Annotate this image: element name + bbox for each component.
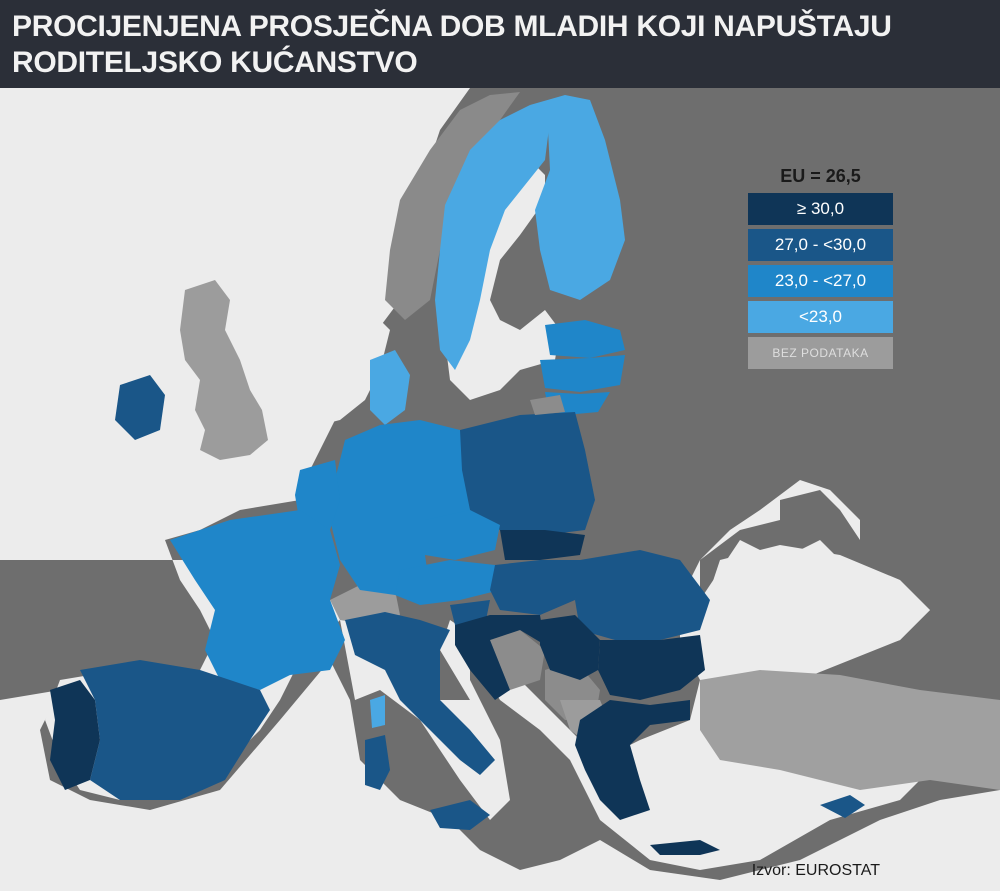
country-corsica [370, 695, 385, 728]
country-sicily [430, 800, 490, 830]
country-poland [460, 412, 595, 535]
country-greece [575, 700, 690, 820]
sea-north [240, 290, 390, 430]
country-serbia [540, 615, 600, 680]
country-cyprus [820, 795, 865, 818]
country-netherlands-belgium [295, 460, 340, 530]
sea-baltic [445, 160, 560, 400]
country-latvia [540, 355, 625, 392]
country-crete [650, 840, 720, 855]
country-czechia [425, 510, 500, 560]
map-title-line-1: PROCIJENJENA PROSJEČNA DOB MLADIH KOJI N… [12, 10, 892, 43]
legend-item-23-27: 23,0 - <27,0 [748, 265, 893, 297]
sea-black [710, 545, 930, 665]
country-slovakia [500, 530, 585, 560]
legend: EU = 26,5 ≥ 30,0 27,0 - <30,0 23,0 - <27… [748, 163, 893, 373]
country-sweden [435, 105, 550, 370]
legend-item-30-plus: ≥ 30,0 [748, 193, 893, 225]
country-france [170, 510, 345, 690]
country-denmark [370, 350, 410, 425]
country-estonia [545, 320, 625, 358]
country-italy [345, 612, 495, 775]
country-romania [575, 550, 710, 640]
legend-item-27-30: 27,0 - <30,0 [748, 229, 893, 261]
country-bulgaria [598, 635, 705, 700]
legend-item-no-data: BEZ PODATAKA [748, 337, 893, 369]
country-hungary [490, 560, 585, 615]
country-austria [395, 560, 500, 605]
country-sardinia [365, 735, 390, 790]
country-portugal [50, 680, 100, 790]
source-credit: Izvor: EUROSTAT [751, 862, 880, 879]
country-kaliningrad [530, 395, 565, 415]
country-finland [530, 95, 625, 300]
legend-title: EU = 26,5 [780, 166, 861, 186]
map-title-line-2: RODITELJSKO KUĆANSTVO [12, 46, 418, 79]
country-croatia [455, 615, 545, 700]
legend-item-under-23: <23,0 [748, 301, 893, 333]
sea-mediterranean [0, 660, 1000, 891]
country-spain [80, 660, 270, 800]
country-germany [330, 420, 470, 595]
title-banner: PROCIJENJENA PROSJEČNA DOB MLADIH KOJI N… [0, 0, 1000, 88]
country-turkey [700, 670, 1000, 790]
country-ireland [115, 375, 165, 440]
country-united-kingdom [180, 280, 268, 460]
